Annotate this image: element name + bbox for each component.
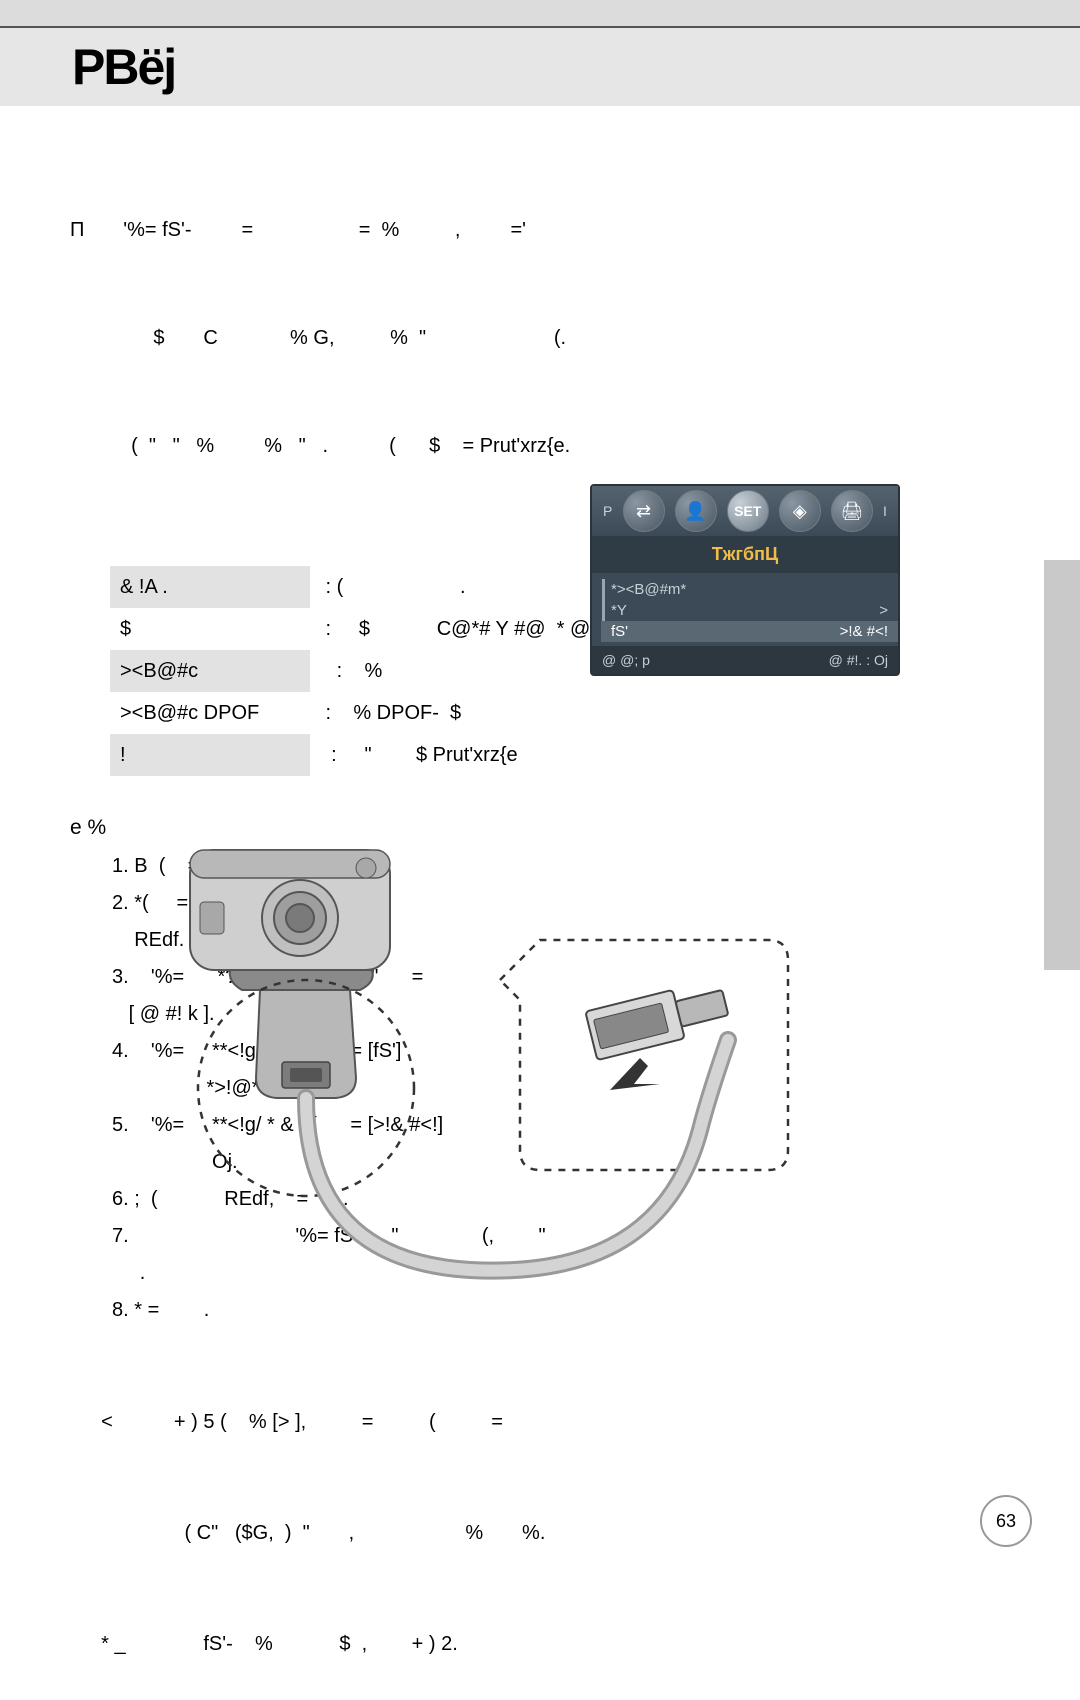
- widget-footer-left: @ @; p: [602, 652, 650, 668]
- person-icon[interactable]: 👤: [675, 490, 717, 532]
- diamond-icon[interactable]: ◈: [779, 490, 821, 532]
- widget-body: *><B@#m* *Y > fS' >!& #<!: [592, 573, 898, 646]
- bottom-text: < + ) 5 ( % [> ], = ( = ( C" ($G, ) " , …: [90, 1330, 545, 1700]
- widget-row-active[interactable]: fS' >!& #<!: [601, 621, 898, 642]
- widget-row-right: >: [879, 602, 888, 619]
- settings-value: : % DPOF- $: [310, 702, 870, 725]
- diagram-svg: [140, 840, 840, 1300]
- settings-label: & !A .: [110, 566, 310, 608]
- settings-label: !: [110, 734, 310, 776]
- settings-row: ><B@#c DPOF : % DPOF- $: [110, 692, 870, 734]
- widget-footer-right: @ #!. : Oj: [829, 652, 888, 668]
- bottom-line: < + ) 5 ( % [> ], = ( =: [90, 1404, 545, 1441]
- widget-row-right: >!& #<!: [840, 623, 888, 640]
- widget-title: ТжгбпЦ: [592, 536, 898, 573]
- title-band: PBëj: [0, 26, 1080, 106]
- bottom-line: * _ fS'- % $ , + ) 2.: [90, 1626, 545, 1663]
- widget-topbar: P ⇄ 👤 SET ◈ 🖨 I: [592, 486, 898, 536]
- set-icon[interactable]: SET: [727, 490, 769, 532]
- intro-line: П '%= fS'- = = % , =': [70, 212, 1020, 248]
- widget-row[interactable]: *Y >: [611, 600, 888, 621]
- camera-screen-widget: P ⇄ 👤 SET ◈ 🖨 I ТжгбпЦ *><B@#m* *Y > fS': [590, 484, 900, 676]
- intro-line: ( " " % % " . ( $ = Prut'xrz{e.: [70, 428, 1020, 464]
- widget-row[interactable]: *><B@#m*: [611, 579, 888, 600]
- page-title: PBëj: [72, 38, 175, 96]
- camera-icon: [190, 850, 390, 970]
- side-tab: [1044, 560, 1080, 970]
- widget-footer: @ @; p @ #!. : Oj: [592, 646, 898, 674]
- settings-row: ! : " $ Prut'xrz{e: [110, 734, 870, 776]
- settings-value: : " $ Prut'xrz{e: [310, 744, 870, 767]
- widget-right-bracket: I: [883, 503, 887, 519]
- intro-text: П '%= fS'- = = % , =' $ C % G, % " (. ( …: [70, 140, 1020, 536]
- intro-line: $ C % G, % " (.: [70, 320, 1020, 356]
- page-number: 63: [980, 1495, 1032, 1547]
- top-gray-bar: [0, 0, 1080, 26]
- settings-label: ><B@#c DPOF: [110, 692, 310, 734]
- bottom-line: ( C" ($G, ) " , % %.: [90, 1515, 545, 1552]
- connection-diagram: [140, 840, 840, 1300]
- settings-label: ><B@#c: [110, 650, 310, 692]
- widget-row-left: *Y: [611, 602, 627, 619]
- mode-icon[interactable]: ⇄: [623, 490, 665, 532]
- widget-row-left: fS': [611, 623, 628, 640]
- section-title: e %: [70, 816, 1020, 840]
- widget-left-bracket: P: [603, 503, 612, 519]
- widget-row-left: *><B@#m*: [611, 581, 686, 598]
- print-icon[interactable]: 🖨: [831, 490, 873, 532]
- dashed-callout-right: [500, 940, 788, 1170]
- settings-label: $: [110, 608, 310, 650]
- camera-dock-icon: [230, 970, 373, 1098]
